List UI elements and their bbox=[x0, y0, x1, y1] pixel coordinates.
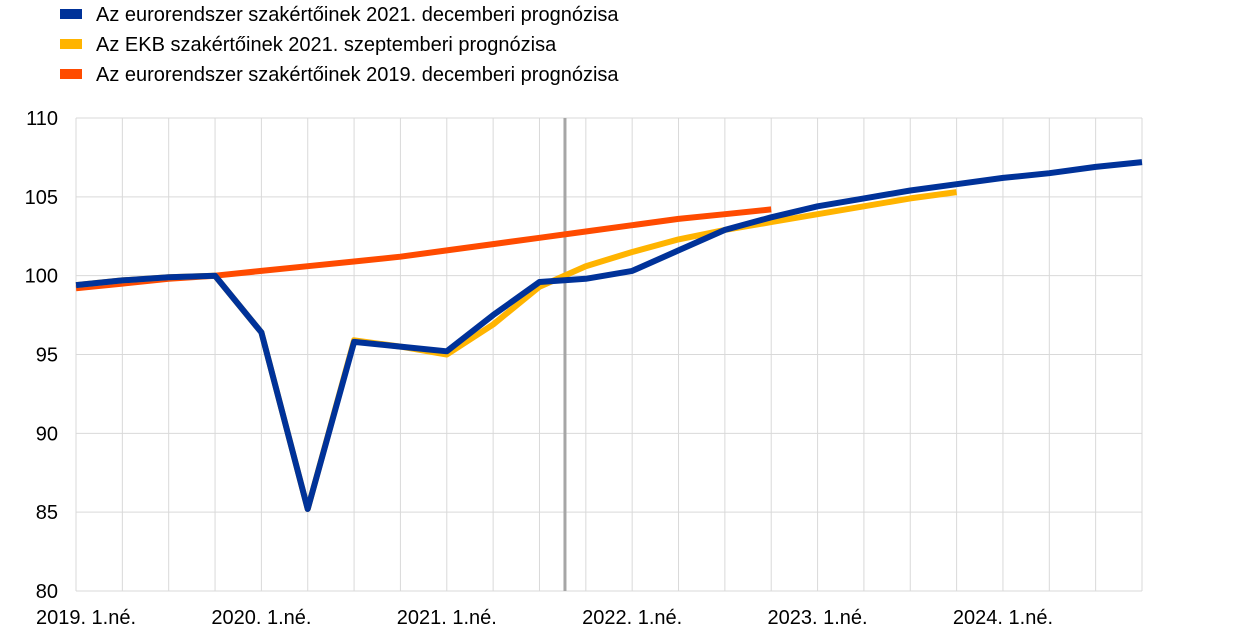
gridlines bbox=[75, 117, 1143, 592]
series-lines bbox=[75, 159, 1143, 512]
y-tick-label: 95 bbox=[36, 345, 58, 367]
y-tick-label: 85 bbox=[36, 502, 58, 524]
y-tick-label: 105 bbox=[25, 187, 58, 209]
x-tick-label: 2019. 1.né. bbox=[36, 607, 136, 629]
y-tick-label: 100 bbox=[25, 266, 58, 288]
x-axis: 2019. 1.né. 2020. 1.né. 2021. 1.né. 2022. 1… bbox=[36, 607, 1053, 629]
legend-label: Az EKB szakértőinek 2021. szeptemberi pr… bbox=[96, 34, 557, 56]
legend-swatch bbox=[60, 39, 82, 49]
x-tick-label: 2020. 1.né. bbox=[211, 607, 311, 629]
x-tick-label: 2024. 1.né. bbox=[953, 607, 1053, 629]
x-tick-label: 2022. 1.né. bbox=[582, 607, 682, 629]
legend-swatch bbox=[60, 69, 82, 79]
x-tick-label: 2023. 1.né. bbox=[768, 607, 868, 629]
legend: Az eurorendszer szakértőinek 2021. decem… bbox=[60, 4, 619, 86]
y-tick-label: 110 bbox=[26, 108, 58, 130]
series-line bbox=[75, 159, 1143, 512]
x-tick-label: 2021. 1.né. bbox=[397, 607, 497, 629]
legend-swatch bbox=[60, 9, 82, 19]
legend-label: Az eurorendszer szakértőinek 2019. decem… bbox=[96, 64, 619, 86]
y-tick-label: 90 bbox=[36, 423, 58, 445]
y-axis: 80 85 90 95 100 105 110 bbox=[25, 108, 58, 603]
legend-label: Az eurorendszer szakértőinek 2021. decem… bbox=[96, 4, 619, 26]
y-tick-label: 80 bbox=[36, 581, 58, 603]
